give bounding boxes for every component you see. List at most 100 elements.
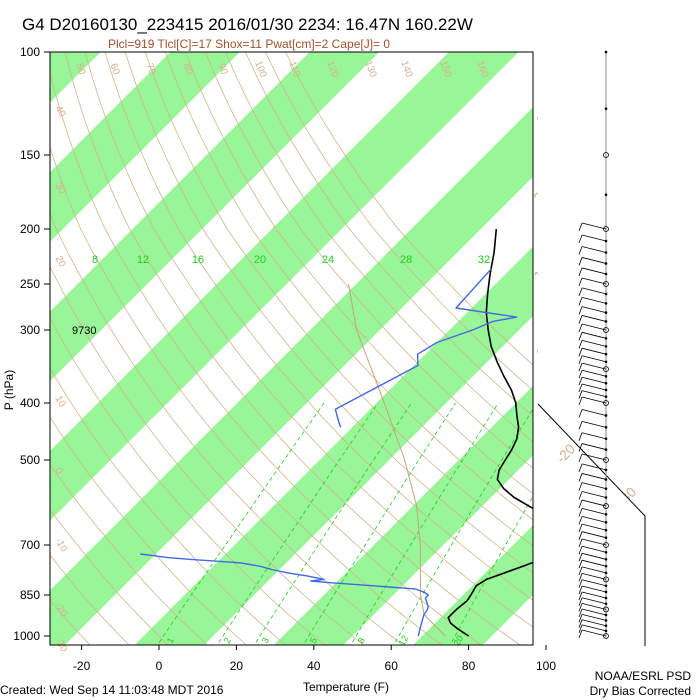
mixing-ratio-bottom-label: 1 — [165, 636, 176, 645]
wind-barb-shaft — [581, 297, 607, 304]
wind-station-dot — [604, 468, 608, 472]
dry-adiabat-line — [50, 509, 169, 645]
dry-adiabat-line — [50, 212, 404, 645]
dry-adiabat-line — [245, 52, 533, 417]
wind-barb-shaft — [581, 591, 607, 599]
wind-barb-shaft — [581, 515, 607, 523]
dry-adiabat-line — [50, 599, 91, 645]
wind-barb-shaft — [581, 323, 607, 331]
dry-adiabat-line — [50, 266, 365, 645]
chart-subtitle: Plcl=919 Tlcl[C]=17 Shox=11 Pwat[cm]=2 C… — [108, 37, 390, 51]
wind-barb-feather — [578, 597, 583, 606]
mixing-ratio-line — [393, 408, 533, 645]
wind-barb-shaft — [581, 482, 607, 490]
mixing-ratio-label: 32 — [478, 254, 490, 266]
wind-barb-shaft — [581, 579, 607, 587]
isotherm-band — [50, 52, 519, 521]
wind-barb-feather — [578, 257, 583, 266]
wind-station-circle — [603, 281, 609, 287]
wind-station-circle — [603, 152, 609, 158]
wind-station-dot — [604, 50, 608, 54]
wind-barb-feather — [578, 297, 583, 306]
dry-adiabat-line — [265, 52, 533, 391]
wind-barb-feather — [578, 538, 583, 548]
wind-barb-feather — [578, 603, 583, 612]
mixing-ratio-label: 20 — [254, 254, 266, 266]
wind-barb-shaft — [581, 499, 607, 507]
dry-adiabat-line — [84, 52, 533, 628]
plot-frame — [49, 51, 534, 646]
wind-barb-feather — [578, 591, 583, 601]
dry-adiabat-line — [50, 554, 130, 645]
mixing-ratio-label: 12 — [137, 254, 149, 266]
dry-adiabat-line — [124, 52, 533, 574]
parcel-curve — [348, 283, 446, 637]
mixing-ratio-label: 24 — [322, 254, 334, 266]
wind-barb-feather — [578, 315, 583, 324]
dry-adiabat-line — [50, 367, 287, 645]
wind-station-circle — [603, 633, 609, 639]
wind-station-circle — [603, 366, 609, 373]
dry-adiabat-line — [0, 52, 15, 648]
bias-note: Dry Bias Corrected — [590, 684, 691, 698]
wind-barb-feather — [578, 246, 583, 255]
wind-barb-feather — [578, 546, 583, 555]
wind-barb-feather — [578, 348, 583, 357]
x-tick-label: 0 — [156, 659, 163, 673]
wind-station-dot — [604, 478, 608, 481]
isotherm-band — [50, 52, 240, 242]
y-tick-label: 500 — [20, 453, 40, 467]
dry-adiabat-line — [64, 52, 521, 645]
wind-barb-shaft — [581, 572, 607, 580]
wind-barb-shaft — [581, 331, 607, 339]
dry-adiabat-line — [50, 416, 247, 645]
wind-station-dot — [604, 193, 608, 196]
wind-station-dot — [604, 107, 608, 110]
left-adiabat-label: 20 — [52, 254, 67, 270]
wind-station-circle — [603, 606, 609, 613]
wind-barb-shaft — [581, 545, 607, 553]
dry-adiabat-label: 50 — [73, 62, 87, 77]
mixing-ratio-line — [253, 402, 412, 645]
x-tick-label: 100 — [536, 659, 556, 673]
wind-barb-shaft — [581, 257, 607, 264]
isotherm-band — [413, 525, 533, 645]
isotherm-band — [0, 0, 13, 700]
isotherm-band — [134, 246, 533, 645]
mixing-ratio-line — [157, 402, 325, 645]
temperature-line — [447, 228, 533, 637]
dry-adiabat-line — [50, 463, 208, 645]
wind-barb-feather — [578, 383, 583, 393]
mixing-ratio-bottom-label: 2 — [222, 636, 233, 645]
wind-station-circle — [603, 576, 609, 583]
left-adiabat-label: 0 — [52, 466, 65, 477]
sounding-series — [140, 228, 533, 637]
isotherm-label: -20 — [553, 441, 579, 467]
wind-barb-feather — [578, 432, 583, 441]
y-tick-label: 200 — [20, 222, 40, 236]
wind-barb-feather — [578, 508, 583, 517]
y-tick-label: 250 — [20, 277, 40, 291]
wind-station-dot — [604, 302, 608, 305]
chart-title: G4 D20160130_223415 2016/01/30 2234: 16.… — [22, 15, 473, 34]
wind-barb-shaft — [581, 531, 607, 539]
wind-station-dot — [604, 262, 608, 265]
mixing-ratio-label: 16 — [192, 254, 204, 266]
wind-station-circle — [603, 400, 609, 406]
left-adiabat-label: 40 — [52, 104, 67, 120]
wind-barb-shaft — [581, 396, 607, 404]
y-axis-title: P (hPa) — [2, 370, 16, 410]
wind-barb-feather — [578, 614, 583, 623]
wind-barb-feather — [578, 523, 583, 533]
wind-barb-shaft — [581, 552, 607, 560]
wind-barb-feather — [578, 453, 583, 463]
dry-adiabat-line — [50, 643, 52, 645]
wind-barb-shaft — [581, 267, 607, 275]
mixing-ratio-line — [350, 402, 499, 645]
y-tick-label: 400 — [20, 396, 40, 410]
dry-adiabat-line — [50, 317, 326, 645]
wind-barb-feather — [578, 608, 583, 618]
dry-adiabat-line — [205, 52, 533, 469]
wind-barb-shaft — [581, 507, 607, 515]
